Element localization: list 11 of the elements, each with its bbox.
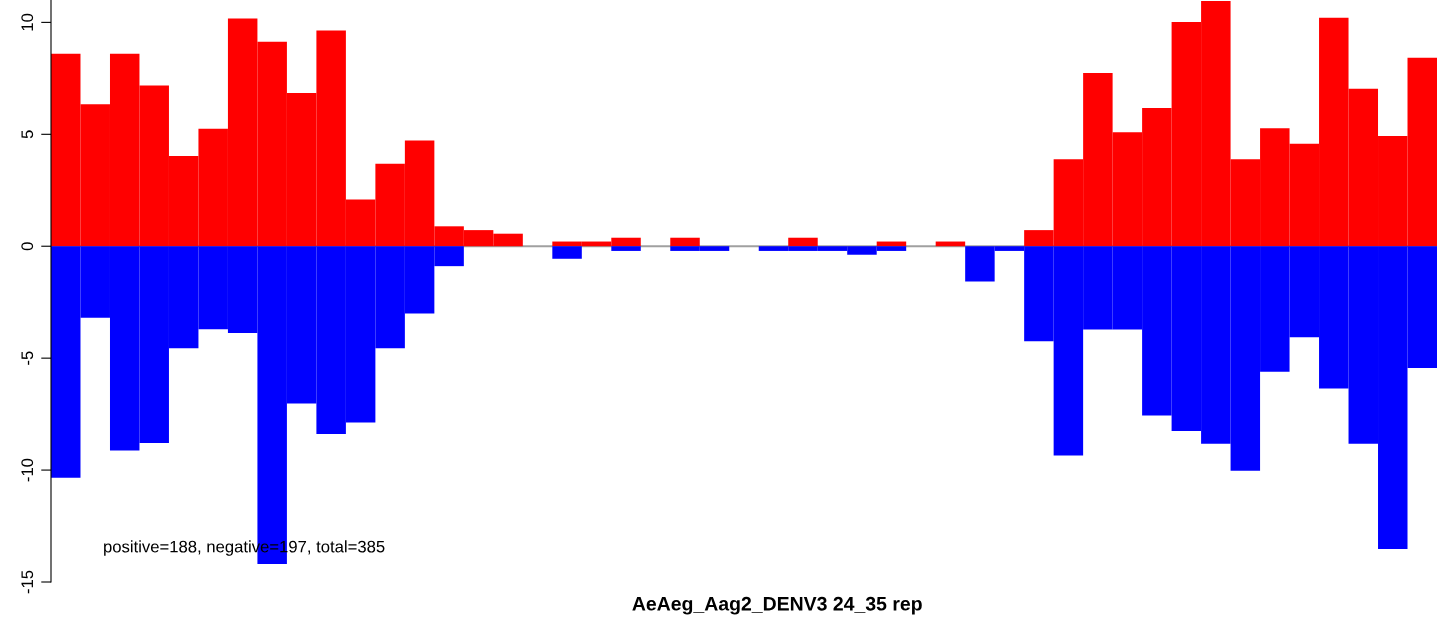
y-tick-label: 10: [21, 13, 34, 31]
text: AeAeg_Aag2_DENV3 24_35 rep: [632, 596, 922, 615]
bar: [611, 246, 641, 251]
y-tick-label: 5: [21, 130, 34, 139]
bar: [552, 246, 582, 259]
y-tick-label: -15: [21, 570, 34, 594]
y-tick-label: -5: [21, 351, 34, 365]
bar: [788, 237, 818, 247]
y-tick-label: 0: [21, 242, 34, 251]
y-tick-label: -10: [21, 458, 34, 482]
bar: [670, 237, 700, 247]
